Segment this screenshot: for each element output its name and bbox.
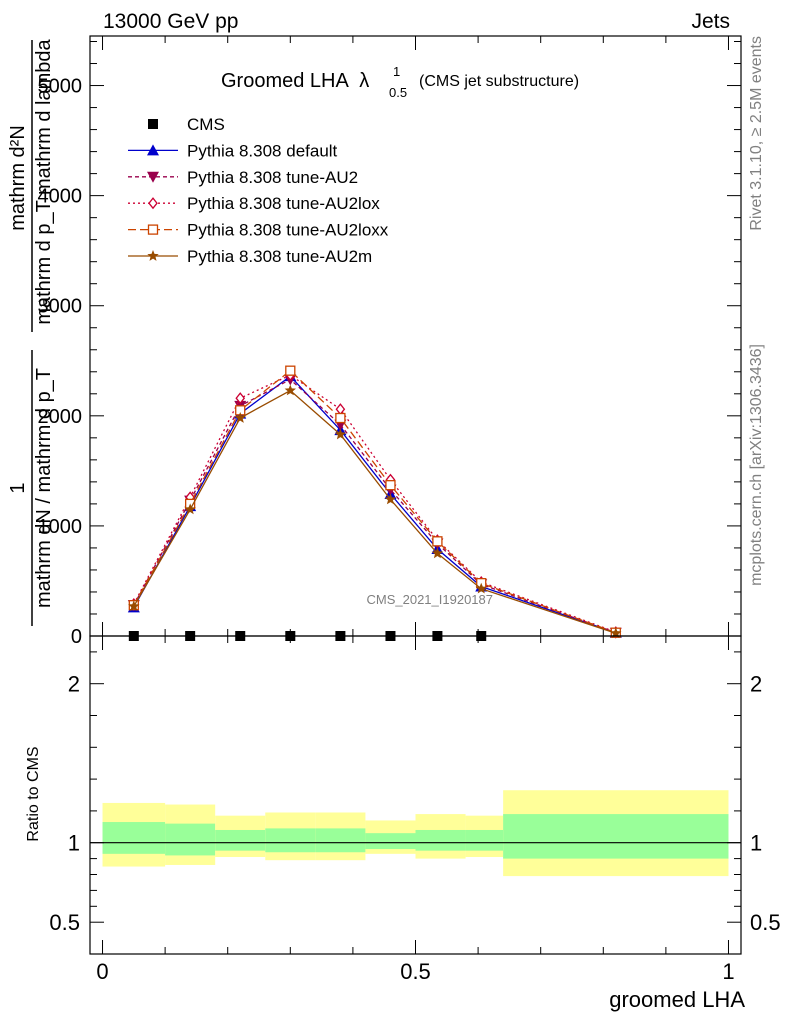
main-axis-ticks — [90, 36, 741, 637]
ratio-frame — [89, 635, 742, 955]
ratio-band-green — [503, 814, 729, 859]
au2m-point — [234, 412, 246, 423]
main-y-tick-label: 2000 — [38, 406, 83, 428]
legend-label: Pythia 8.308 default — [187, 141, 338, 160]
chart-title-superscript: 1 — [393, 64, 400, 79]
chart-title-text: Groomed LHA — [221, 70, 349, 92]
au2loxx-point — [385, 480, 396, 491]
legend-label: Pythia 8.308 tune-AU2lox — [187, 194, 380, 213]
ratio-y-tick-labels: 0.5 0.5 1 1 2 2 — [49, 672, 780, 936]
au2m-point — [610, 627, 622, 639]
au2loxx-point — [285, 365, 296, 376]
main-y-tick-label: 3000 — [38, 296, 83, 318]
au2loxx-point — [147, 224, 159, 235]
au2m-point — [284, 384, 296, 396]
au2-point — [147, 171, 159, 183]
y-label-denominator: mathrm d p_T mathrm d lambda — [33, 38, 55, 324]
main-y-axis-label: 1 mathrm dN / mathrm d p_T mathrm d²N ma… — [7, 38, 55, 626]
chart-subtitle: (CMS jet substructure) — [419, 73, 579, 90]
legend: CMS Pythia 8.308 default Pythia 8.308 tune… — [128, 115, 389, 266]
legend-label: Pythia 8.308 tune-AU2m — [187, 247, 372, 266]
ratio-band-green — [365, 833, 416, 850]
header-left: 13000 GeV pp — [103, 10, 238, 33]
ratio-x-tick-labels: 0 0.5 1 — [96, 959, 734, 984]
au2lox-point — [335, 403, 346, 416]
series-au2m — [128, 384, 622, 639]
ratio-axis-ticks — [90, 636, 741, 954]
au2m-point — [475, 582, 487, 594]
ratio-y-tick-label: 2 — [68, 672, 80, 697]
ratio-y-tick-label-right: 2 — [750, 672, 762, 697]
au2lox-point — [148, 197, 158, 210]
ratio-y-tick-label: 0.5 — [49, 910, 80, 935]
y-label-prefix-numerator: 1 — [7, 482, 29, 493]
legend-entry-au2: Pythia 8.308 tune-AU2 — [128, 168, 358, 187]
default-point — [147, 144, 159, 156]
main-panel: 0 1000 2000 3000 4000 5000 1 mathrm dN / math… — [7, 35, 742, 648]
ratio-band-green — [265, 828, 316, 853]
x-axis-label: groomed LHA — [609, 987, 745, 1012]
main-y-tick-label: 1000 — [38, 516, 83, 538]
y-label-numerator: mathrm d²N — [7, 125, 29, 231]
mcplots-side-label: mcplots.cern.ch [arXiv:1306.3436] — [748, 344, 765, 586]
ratio-band-green — [315, 828, 366, 853]
ratio-band-green — [102, 822, 166, 854]
main-y-tick-label: 4000 — [38, 186, 83, 208]
main-y-tick-labels: 0 1000 2000 3000 4000 5000 — [38, 76, 83, 648]
ratio-bands — [102, 790, 729, 877]
ratio-band-green — [465, 829, 504, 851]
cms-point — [148, 119, 158, 129]
legend-entry-default: Pythia 8.308 default — [128, 141, 338, 160]
ratio-y-axis-label: Ratio to CMS — [25, 746, 42, 841]
legend-label: Pythia 8.308 tune-AU2 — [187, 168, 358, 187]
main-series-layer — [127, 365, 622, 641]
au2loxx-point — [432, 536, 443, 547]
legend-label: CMS — [187, 115, 225, 134]
series-line-au2 — [133, 378, 617, 634]
x-tick-label: 1 — [722, 959, 734, 984]
legend-entry-cms: CMS — [148, 115, 225, 134]
ratio-band-green — [215, 829, 266, 851]
legend-entry-au2lox: Pythia 8.308 tune-AU2lox — [128, 194, 380, 213]
analysis-watermark: CMS_2021_I1920187 — [367, 592, 494, 607]
ratio-y-tick-label: 1 — [68, 831, 80, 856]
main-y-tick-label: 5000 — [38, 76, 83, 98]
x-tick-label: 0 — [96, 959, 108, 984]
ratio-band-green — [415, 829, 466, 851]
au2lox-point — [235, 392, 246, 405]
au2m-point — [128, 600, 140, 612]
chart-title-subscript: 0.5 — [389, 85, 407, 100]
au2m-point — [431, 547, 444, 559]
y-label-prefix-denominator: mathrm dN / mathrm d p_T — [33, 368, 55, 608]
x-tick-label: 0.5 — [400, 959, 431, 984]
ratio-y-tick-label-right: 0.5 — [750, 910, 781, 935]
ratio-band-green — [165, 823, 216, 856]
legend-entry-au2loxx: Pythia 8.308 tune-AU2loxx — [128, 221, 389, 240]
au2m-point — [384, 493, 397, 505]
ratio-panel: 0.5 0.51 12 2 0 0.5 1 Ratio to CMS groomed LH… — [25, 635, 781, 1012]
rivet-side-label: Rivet 3.1.10, ≥ 2.5M events — [748, 36, 765, 231]
ratio-y-tick-label-right: 1 — [750, 831, 762, 856]
chart-title: Groomed LHA λ — [221, 70, 369, 92]
legend-label: Pythia 8.308 tune-AU2loxx — [187, 221, 389, 240]
header-right: Jets — [691, 10, 730, 33]
chart-title-symbol: λ — [359, 70, 369, 92]
au2m-point — [147, 250, 159, 261]
au2loxx-point — [335, 412, 346, 424]
series-line-au2lox — [133, 374, 617, 633]
au2m-point — [334, 428, 347, 440]
au2m-point — [184, 503, 196, 515]
legend-entry-au2m: Pythia 8.308 tune-AU2m — [128, 247, 372, 266]
main-y-tick-label: 0 — [71, 626, 82, 648]
